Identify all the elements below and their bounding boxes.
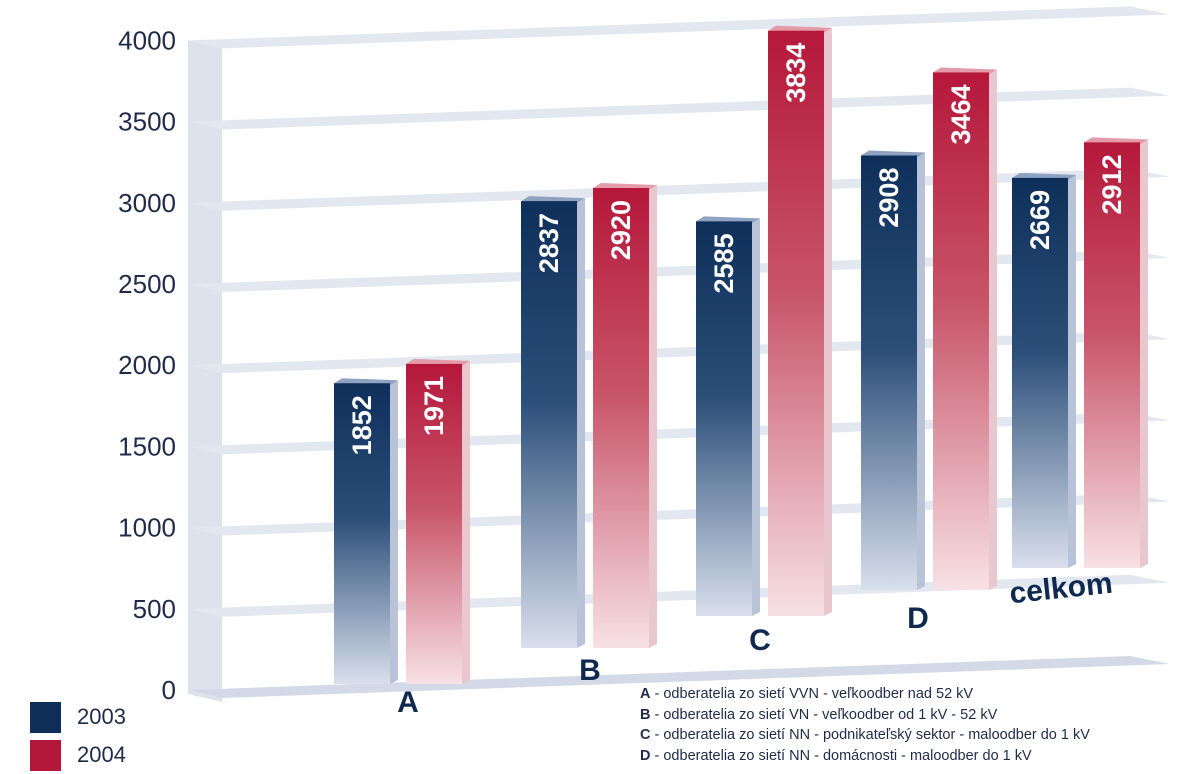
bar-side-B-2003 (577, 198, 585, 648)
category-label-celkom: celkom (1008, 567, 1114, 611)
y-tick-label-2500: 2500 (118, 269, 176, 299)
note-a-key: A (640, 686, 651, 702)
legend-item-2003: 2003 (30, 698, 126, 736)
value-label-B-2003: 2837 (534, 213, 564, 273)
value-label-celkom-2003: 2669 (1025, 190, 1055, 250)
bar-side-A-2003 (390, 380, 398, 684)
bar-side-celkom-2003 (1068, 174, 1076, 568)
legend-item-2004: 2004 (30, 736, 126, 774)
value-label-D-2003: 2908 (874, 168, 904, 228)
bar-side-C-2003 (752, 218, 760, 616)
y-tick-label-3500: 3500 (118, 107, 176, 137)
legend-swatch-2004 (30, 739, 61, 771)
category-label-C: C (749, 624, 771, 657)
bar-C-2004 (768, 30, 824, 616)
bar-celkom-2004 (1084, 142, 1140, 568)
bar-D-2003 (861, 155, 917, 590)
note-b-text: - odberatelia zo sietí VN - veľkoodber o… (650, 706, 998, 723)
note-c: C - odberatelia zo sietí NN - podnikateľ… (640, 725, 1185, 746)
bar-celkom-2003 (1012, 177, 1068, 568)
grid-shelf-3500 (188, 87, 1170, 130)
y-tick-label-1500: 1500 (118, 431, 176, 461)
y-tick-label-4000: 4000 (118, 25, 176, 55)
bar-side-D-2004 (989, 69, 997, 591)
note-c-key: C (640, 727, 651, 743)
value-label-C-2004: 3834 (781, 43, 811, 103)
bar-layer (334, 25, 1148, 684)
value-label-B-2004: 2920 (606, 200, 636, 260)
note-a: A - odberatelia zo sietí VVN - veľkoodbe… (640, 684, 1185, 705)
legend-label-2003: 2003 (77, 704, 126, 729)
grid-shelf-0 (188, 656, 1170, 698)
category-notes: A - odberatelia zo sietí VVN - veľkoodbe… (640, 684, 1185, 766)
label-layer: 0 500 1000 1500 2000 2500 3000 3500 4000 1852 1971… (118, 25, 1127, 719)
note-d-text: - odberatelia zo sietí NN - domácnosti -… (650, 747, 1032, 764)
note-d: D - odberatelia zo sietí NN - domácnosti… (640, 746, 1185, 767)
y-tick-label-500: 500 (133, 594, 176, 624)
bar-side-A-2004 (462, 360, 470, 684)
y-tick-label-3000: 3000 (118, 188, 176, 218)
y-tick-label-2000: 2000 (118, 350, 176, 380)
note-c-text: - odberatelia zo sietí NN - podnikateľsk… (650, 727, 1090, 743)
value-label-D-2004: 3464 (946, 84, 976, 144)
value-label-celkom-2004: 2912 (1097, 154, 1127, 214)
bar-A-2004 (406, 363, 462, 684)
bar-side-celkom-2004 (1140, 139, 1148, 568)
note-b-key: B (640, 706, 651, 723)
note-a-text: - odberatelia zo sietí VVN - veľkoodber … (650, 686, 974, 702)
value-label-C-2003: 2585 (709, 233, 739, 293)
note-d-key: D (640, 747, 651, 764)
bar-C-2003 (696, 221, 752, 616)
bar-side-D-2003 (917, 152, 925, 590)
note-b: B - odberatelia zo sietí VN - veľkoodber… (640, 705, 1185, 726)
grid-shelf-4000 (188, 6, 1170, 49)
category-label-A: A (397, 686, 419, 719)
category-label-B: B (579, 654, 601, 687)
y-tick-label-0: 0 (162, 675, 176, 705)
bar-B-2004 (593, 188, 649, 648)
bar-A-2003 (334, 383, 390, 684)
value-label-A-2004: 1971 (419, 376, 449, 436)
bar-side-B-2004 (649, 185, 657, 648)
legend-swatch-2003 (30, 701, 61, 733)
legend-label-2004: 2004 (77, 742, 126, 767)
value-label-A-2003: 1852 (347, 395, 377, 455)
bar-B-2003 (521, 201, 577, 648)
y-tick-label-1000: 1000 (118, 513, 176, 543)
bar-D-2004 (933, 72, 989, 591)
category-label-D: D (907, 602, 929, 635)
bar-side-C-2004 (824, 27, 832, 616)
legend: 2003 2004 (30, 698, 126, 774)
